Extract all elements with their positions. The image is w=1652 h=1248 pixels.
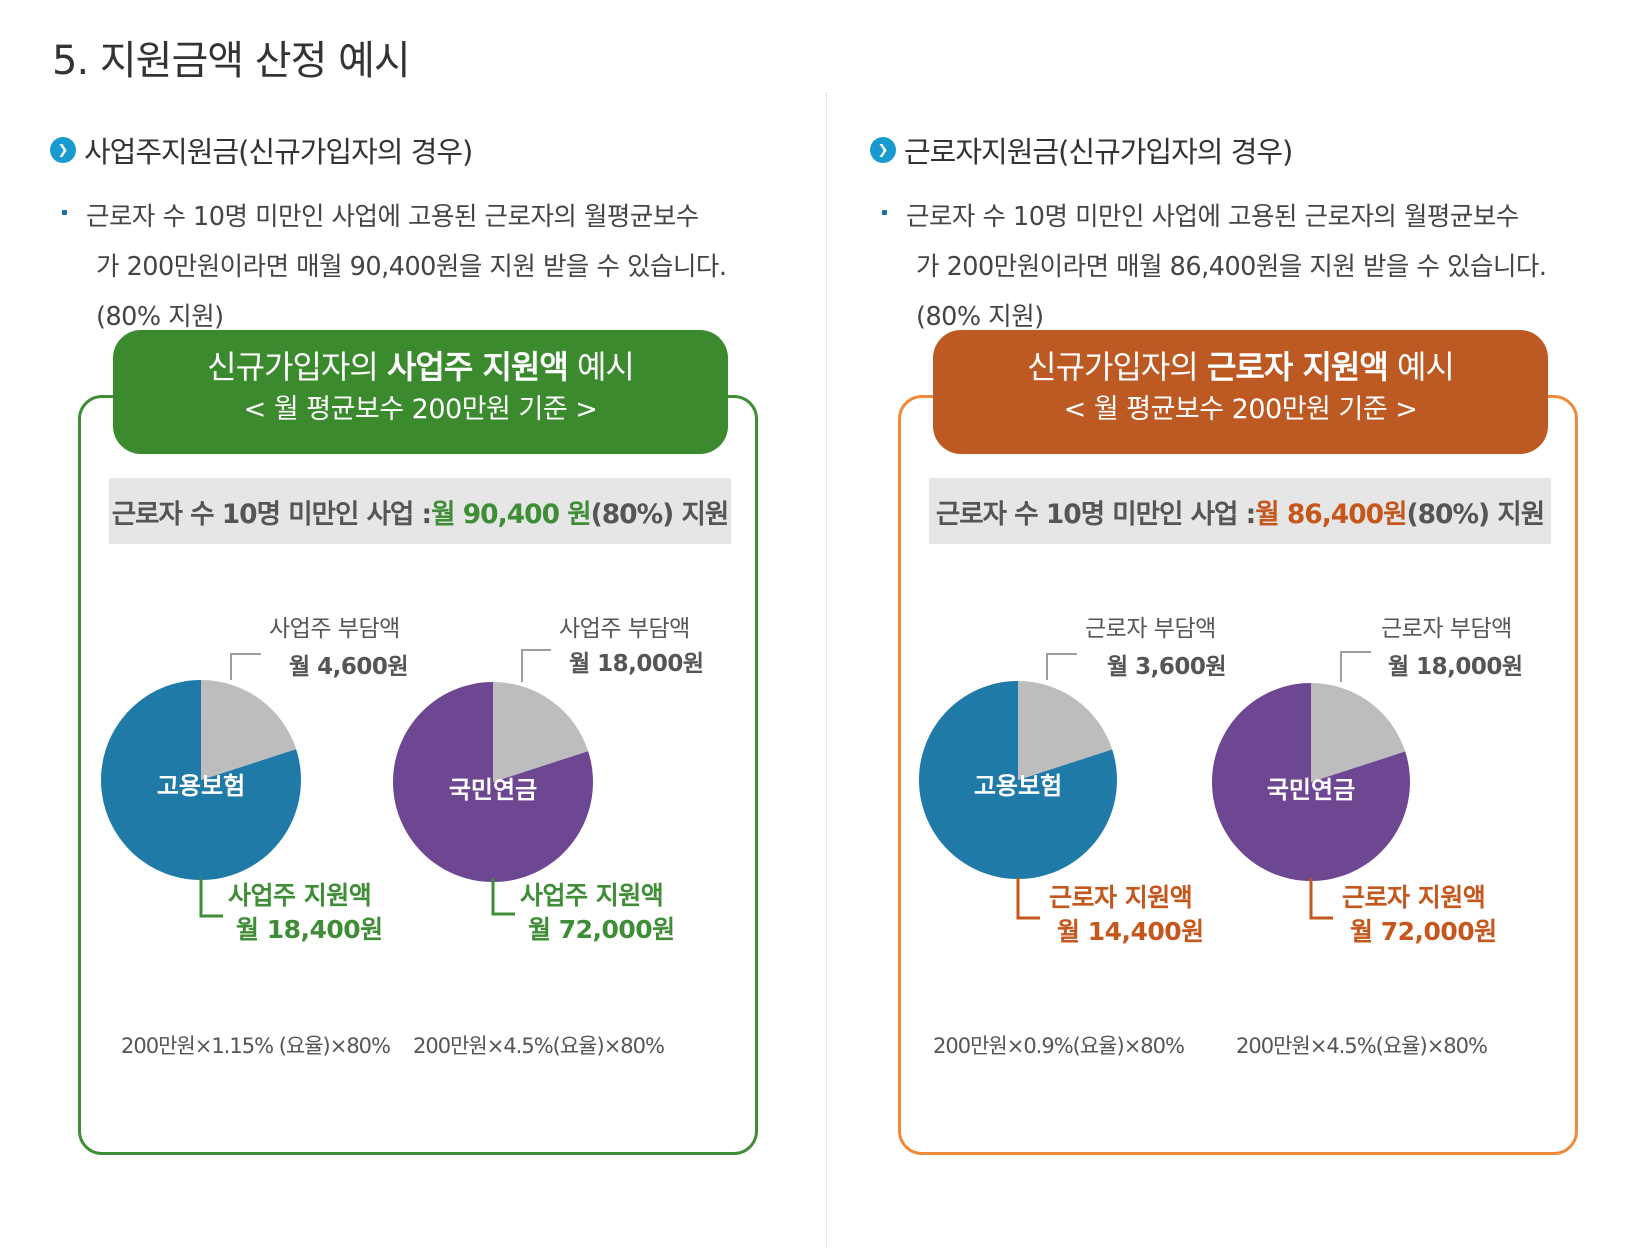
burden-label: 사업주 부담액	[269, 616, 400, 642]
burden-label: 사업주 부담액	[559, 616, 690, 642]
burden-value: 월 3,600원	[1107, 654, 1226, 680]
formula-employment-insurance: 200만원×1.15% (요율)×80%	[121, 1034, 391, 1058]
example-card: 신규가입자의 근로자 지원액 예시 < 월 평균보수 200만원 기준 > 근로…	[898, 330, 1581, 1155]
support-leader-line	[1016, 878, 1040, 920]
description-line: 근로자 수 10명 미만인 사업에 고용된 근로자의 월평균보수	[86, 202, 699, 232]
formulas: 200만원×0.9%(요율)×80% 200만원×4.5%(요율)×80%	[901, 1030, 1581, 1070]
card-title-post: 예시	[567, 348, 635, 386]
description-line: (80% 지원)	[96, 302, 224, 332]
example-card: 신규가입자의 사업주 지원액 예시 < 월 평균보수 200만원 기준 > 근로…	[78, 330, 761, 1155]
description-line: (80% 지원)	[916, 302, 1044, 332]
pie-national-pension: 국민연금 근로자 부담액 월 18,000원 근로자 지원액 월 72,000원	[1211, 616, 1523, 946]
pie-slice-burden	[1018, 681, 1113, 780]
card-header: 신규가입자의 근로자 지원액 예시 < 월 평균보수 200만원 기준 >	[933, 330, 1548, 454]
support-label: 사업주 지원액	[520, 881, 663, 910]
card-title-pre: 신규가입자의	[1027, 348, 1207, 386]
support-value: 월 14,400원	[1057, 917, 1204, 946]
summary-suffix: (80%) 지원	[590, 498, 730, 530]
card-subtitle: < 월 평균보수 200만원 기준 >	[1063, 394, 1418, 425]
burden-label: 근로자 부담액	[1381, 616, 1512, 642]
support-value: 월 18,400원	[236, 915, 383, 944]
card-title-post: 예시	[1387, 348, 1455, 386]
support-label: 근로자 지원액	[1049, 883, 1192, 912]
summary-amount: 월 90,400 원	[431, 498, 591, 530]
support-leader-line	[1309, 878, 1333, 920]
pie-slice-support	[101, 680, 302, 880]
pie-employment-insurance: 고용보험 사업주 부담액 월 4,600원 사업주 지원액 월 18,400원	[101, 616, 409, 944]
summary-amount: 월 86,400원	[1255, 498, 1407, 530]
section-description: 근로자 수 10명 미만인 사업에 고용된 근로자의 월평균보수 가 200만원…	[870, 192, 1606, 342]
summary-bar: 근로자 수 10명 미만인 사업 : 월 86,400원 (80%) 지원	[929, 478, 1551, 544]
burden-leader-line	[230, 653, 261, 680]
burden-leader-line	[1340, 651, 1371, 682]
card-title-pre: 신규가입자의	[207, 348, 387, 386]
support-value: 월 72,000원	[1350, 917, 1497, 946]
column-divider	[826, 92, 827, 1248]
bullet-dot-icon	[62, 210, 67, 215]
employer-support-section: ❯ 사업주지원금(신규가입자의 경우) 근로자 수 10명 미만인 사업에 고용…	[50, 130, 810, 1155]
support-label: 근로자 지원액	[1342, 883, 1485, 912]
burden-value: 월 4,600원	[289, 654, 408, 680]
card-title: 신규가입자의 사업주 지원액 예시	[113, 344, 728, 390]
pie-center-label: 국민연금	[1267, 776, 1355, 804]
summary-bar: 근로자 수 10명 미만인 사업 : 월 90,400 원 (80%) 지원	[109, 478, 731, 544]
pie-slice-support	[918, 681, 1117, 879]
pie-chart-svg: 고용보험 사업주 부담액 월 4,600원 사업주 지원액 월 18,400원 …	[101, 616, 704, 944]
card-header: 신규가입자의 사업주 지원액 예시 < 월 평균보수 200만원 기준 >	[113, 330, 728, 454]
pie-employment-insurance: 고용보험 근로자 부담액 월 3,600원 근로자 지원액 월 14,400원	[918, 616, 1227, 946]
pie-slice-burden	[201, 680, 297, 780]
formulas: 200만원×1.15% (요율)×80% 200만원×4.5%(요율)×80%	[81, 1030, 761, 1070]
pie-slice-burden	[493, 682, 589, 782]
section-title: 사업주지원금(신규가입자의 경우)	[84, 135, 473, 169]
card-title-bold: 근로자 지원액	[1206, 348, 1389, 386]
section-description: 근로자 수 10명 미만인 사업에 고용된 근로자의 월평균보수 가 200만원…	[50, 192, 786, 342]
pie-slice-support	[393, 682, 594, 882]
burden-label: 근로자 부담액	[1085, 616, 1216, 642]
pie-center-label: 고용보험	[974, 772, 1062, 800]
formula-national-pension: 200만원×4.5%(요율)×80%	[413, 1034, 665, 1058]
card-subtitle: < 월 평균보수 200만원 기준 >	[243, 394, 598, 425]
pie-center-label: 국민연금	[449, 776, 537, 804]
circle-arrow-icon: ❯	[50, 137, 76, 163]
formula-national-pension: 200만원×4.5%(요율)×80%	[1236, 1034, 1488, 1058]
support-leader-line	[491, 878, 515, 916]
burden-value: 월 18,000원	[1388, 654, 1523, 680]
pie-center-label: 고용보험	[157, 772, 245, 800]
summary-prefix: 근로자 수 10명 미만인 사업 :	[111, 498, 432, 530]
pie-slice-support	[1211, 683, 1410, 881]
card-title: 신규가입자의 근로자 지원액 예시	[933, 344, 1548, 390]
burden-leader-line	[521, 649, 551, 682]
support-label: 사업주 지원액	[228, 881, 371, 910]
burden-leader-line	[1046, 653, 1077, 680]
page-title: 5. 지원금액 산정 예시	[52, 38, 411, 84]
card-title-bold: 사업주 지원액	[386, 348, 569, 386]
burden-value: 월 18,000원	[569, 651, 704, 677]
description-line: 가 200만원이라면 매월 90,400원을 지원 받을 수 있습니다.	[96, 252, 727, 282]
section-heading: ❯ 사업주지원금(신규가입자의 경우)	[50, 130, 810, 170]
section-title: 근로자지원금(신규가입자의 경우)	[904, 135, 1293, 169]
pie-chart-svg: 고용보험 근로자 부담액 월 3,600원 근로자 지원액 월 14,400원 …	[918, 616, 1523, 946]
summary-prefix: 근로자 수 10명 미만인 사업 :	[935, 498, 1256, 530]
pie-national-pension: 국민연금 사업주 부담액 월 18,000원 사업주 지원액 월 72,000원	[393, 616, 704, 944]
description-line: 근로자 수 10명 미만인 사업에 고용된 근로자의 월평균보수	[906, 202, 1519, 232]
formula-employment-insurance: 200만원×0.9%(요율)×80%	[933, 1034, 1185, 1058]
worker-support-section: ❯ 근로자지원금(신규가입자의 경우) 근로자 수 10명 미만인 사업에 고용…	[870, 130, 1630, 1155]
summary-suffix: (80%) 지원	[1406, 498, 1546, 530]
description-line: 가 200만원이라면 매월 86,400원을 지원 받을 수 있습니다.	[916, 252, 1547, 282]
bullet-dot-icon	[882, 210, 887, 215]
section-heading: ❯ 근로자지원금(신규가입자의 경우)	[870, 130, 1630, 170]
pie-charts: 고용보험 근로자 부담액 월 3,600원 근로자 지원액 월 14,400원 …	[901, 568, 1581, 988]
pie-charts: 고용보험 사업주 부담액 월 4,600원 사업주 지원액 월 18,400원 …	[81, 568, 761, 988]
support-leader-line	[199, 878, 223, 918]
support-value: 월 72,000원	[528, 915, 675, 944]
pie-slice-burden	[1311, 683, 1406, 782]
circle-arrow-icon: ❯	[870, 137, 896, 163]
